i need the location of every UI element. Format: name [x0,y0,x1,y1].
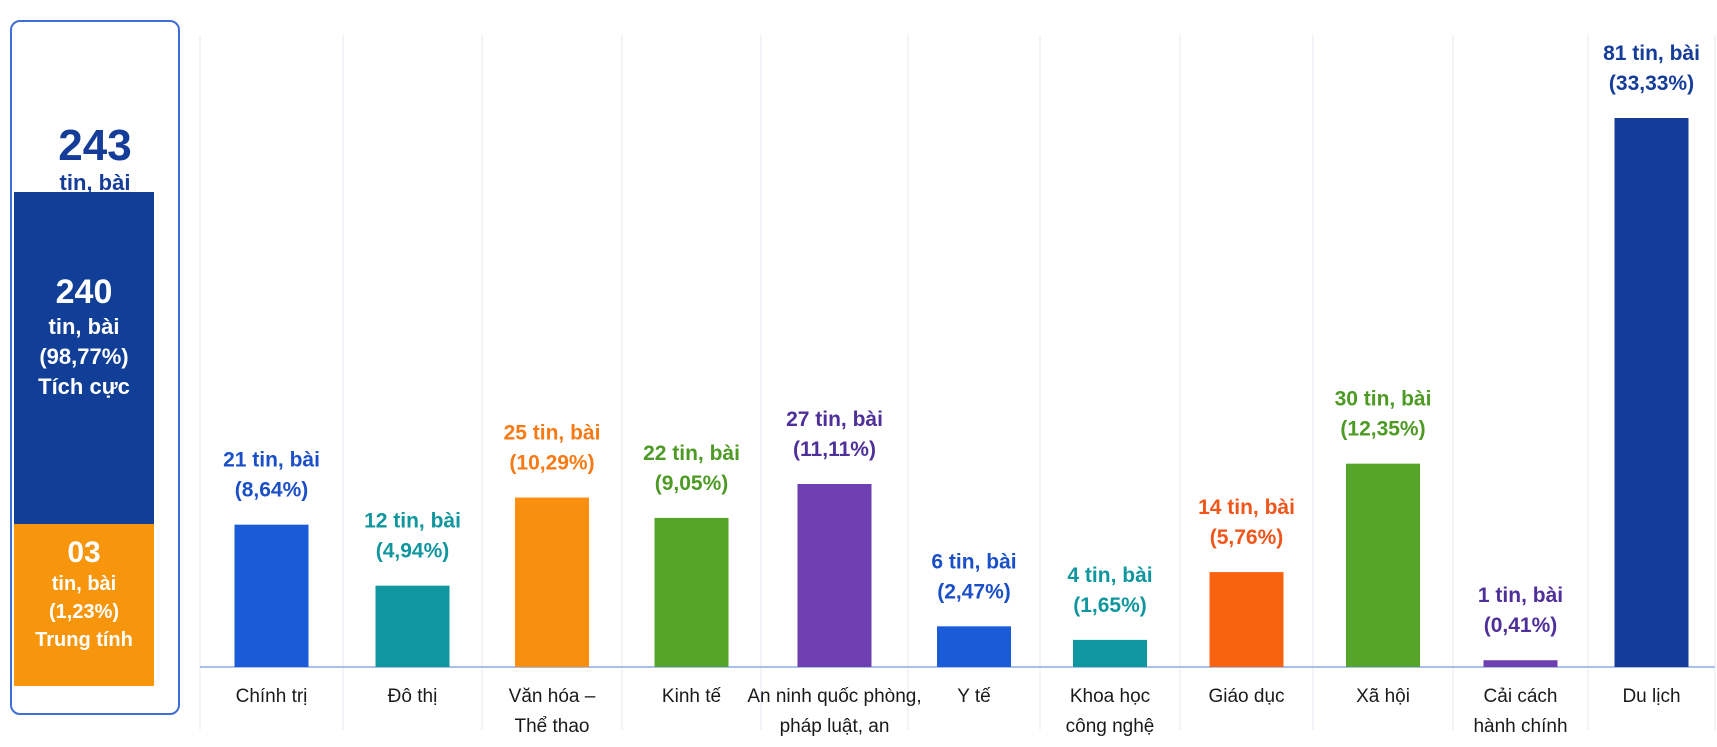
bar-value-label: 1 tin, bài (0,41%) [1478,584,1563,637]
bar-value-label-line: 81 tin, bài [1603,42,1700,65]
neutral-unit: tin, bài [51,573,117,595]
category-label-line: pháp luật, an [780,716,890,737]
bar [375,585,450,667]
neutral-segment: 03 tin, bài (1,23%) Trung tính [14,524,154,686]
category-label: Chính trị [236,686,308,707]
bar [1614,118,1689,667]
category-label: Giáo dục [1208,686,1284,707]
category-label-line: Y tế [957,686,991,707]
bar [654,517,729,667]
bar-value-label-line: 25 tin, bài [504,422,601,445]
bar-value-label: 27 tin, bài (11,11%) [786,408,883,461]
positive-unit: tin, bài [48,314,120,339]
category-label: Khoa học công nghệ [1066,686,1155,737]
bar-value-label-line: 21 tin, bài [223,449,320,472]
bar-value-label: 30 tin, bài (12,35%) [1335,388,1432,441]
bar-value-label-line: 4 tin, bài [1067,564,1152,587]
bar [937,626,1011,667]
bar-value-label: 12 tin, bài (4,94%) [364,510,461,563]
category-label-line: Giáo dục [1208,686,1284,707]
total-count-unit: tin, bài [59,170,131,195]
bar-value-label: 14 tin, bài (5,76%) [1198,496,1295,549]
bar-value-label-line: (8,64%) [235,479,309,502]
bar [1483,660,1558,667]
category-label: Văn hóa – Thể thao [509,686,596,737]
bar-value-label: 6 tin, bài (2,47%) [931,550,1016,603]
category-label-line: An ninh quốc phòng, [747,686,921,707]
category-label-line: hành chính [1473,716,1567,737]
bar-value-label-line: (2,47%) [937,580,1011,603]
neutral-label: Trung tính [35,629,133,651]
category-label-line: công nghệ [1066,716,1155,737]
neutral-count: 03 [67,536,101,569]
bar-value-label-line: 14 tin, bài [1198,496,1295,519]
bar [1073,639,1147,667]
category-label-line: Văn hóa – [509,686,596,707]
category-label-line: Cải cách [1484,686,1558,707]
positive-percent: (98,77%) [39,344,129,369]
category-label: Du lịch [1622,686,1680,707]
bar-value-label-line: (4,94%) [376,540,450,563]
bar-value-label: 21 tin, bài (8,64%) [223,449,320,502]
bar-value-label-line: 1 tin, bài [1478,584,1563,607]
bar [515,497,589,667]
category-label-line: Thể thao [515,716,590,737]
category-label: Kinh tế [662,686,722,707]
bar-value-label-line: (11,11%) [793,438,876,461]
category-label-line: Kinh tế [662,686,722,707]
bar-value-label-line: (1,65%) [1073,594,1147,617]
total-count-value: 243 [58,121,132,170]
bar [1346,463,1420,667]
total-count: 243 tin, bài [12,122,178,196]
bar-value-label-line: (10,29%) [509,452,594,475]
bar-value-label-line: (0,41%) [1484,614,1558,637]
bar-value-label: 22 tin, bài (9,05%) [643,442,740,495]
category-label-line: Du lịch [1622,686,1680,707]
bar [1209,572,1284,667]
bar-value-label-line: (5,76%) [1210,526,1284,549]
category-label-line: Xã hội [1356,686,1410,707]
category-label: An ninh quốc phòng, pháp luật, an [747,686,921,737]
bar-value-label-line: (12,35%) [1340,418,1425,441]
bar-value-label-line: 12 tin, bài [364,510,461,533]
category-label-line: Chính trị [236,686,308,707]
category-label: Cải cách hành chính [1473,686,1567,737]
bar-value-label: 25 tin, bài (10,29%) [504,422,601,475]
bar-value-label-line: 27 tin, bài [786,408,883,431]
bar-value-label: 81 tin, bài (33,33%) [1603,42,1700,95]
bar-value-label-line: 22 tin, bài [643,442,740,465]
category-label: Y tế [957,686,991,707]
neutral-percent: (1,23%) [48,601,120,623]
positive-label: Tích cực [38,374,130,399]
category-label-line: Đô thị [388,686,438,707]
positive-segment: 240 tin, bài (98,77%) Tích cực [14,192,154,524]
bar-value-label-line: 30 tin, bài [1335,388,1432,411]
category-label: Đô thị [388,686,438,707]
bar-value-label: 4 tin, bài (1,65%) [1067,564,1152,617]
bar [234,524,309,667]
bar-value-label-line: 6 tin, bài [931,550,1016,573]
category-label: Xã hội [1356,686,1410,707]
bar-value-label-line: (33,33%) [1609,72,1694,95]
bar-value-label-line: (9,05%) [655,472,729,495]
category-label-line: Khoa học [1070,686,1150,707]
positive-count: 240 [55,273,113,311]
bar [797,484,872,667]
